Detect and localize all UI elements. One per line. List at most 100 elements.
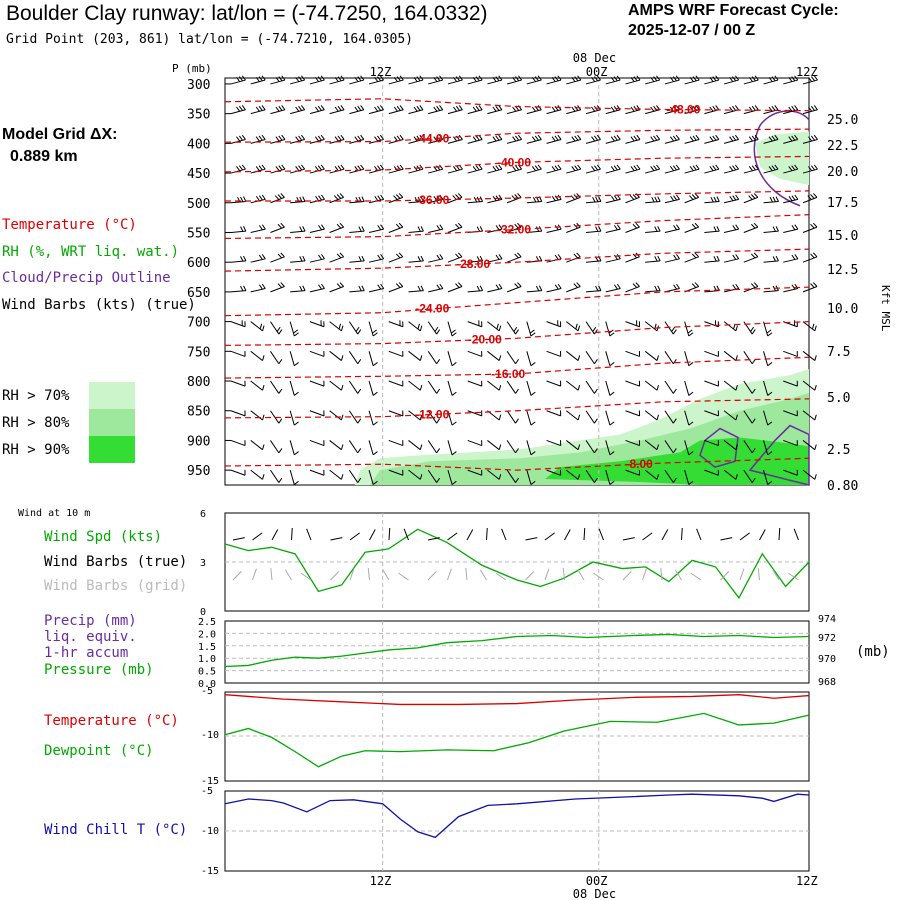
- wind-barb-flag: [657, 226, 661, 232]
- wind-barb-flag: [814, 474, 817, 480]
- wind-barb-flag: [515, 165, 520, 171]
- isotherm-line: [224, 128, 810, 143]
- pressure-tick-label: 500: [187, 197, 210, 212]
- surface-wind-barb: [793, 528, 799, 541]
- wind-barb: [230, 168, 246, 174]
- wind-barb-flag: [261, 164, 266, 170]
- wind-barb-flag: [557, 164, 562, 170]
- wind-barb-flag: [379, 164, 384, 170]
- wind-barb: [309, 350, 325, 357]
- wind-barb: [802, 138, 818, 144]
- wind-barb: [388, 256, 403, 263]
- wind-barb-flag: [414, 196, 418, 203]
- wind-barb-flag: [538, 226, 543, 232]
- wind-barb-flag: [357, 329, 362, 335]
- wind-barb-flag: [691, 194, 697, 199]
- wind-barb-flag: [732, 135, 737, 141]
- wind-barb-flag: [692, 76, 697, 82]
- wind-barb: [388, 196, 403, 204]
- wind-barb-flag: [592, 196, 596, 203]
- wind-barb-flag: [635, 282, 640, 287]
- wind-barb-flag: [735, 474, 738, 480]
- wind-barb: [704, 290, 720, 293]
- pressure-tick-label: 550: [187, 226, 210, 241]
- wind-barb-flag: [673, 195, 678, 201]
- wind-barb-flag: [451, 421, 457, 426]
- wind-barb-flag: [498, 384, 502, 391]
- model-grid-value: 0.889 km: [10, 148, 78, 165]
- wind-barb-flag: [377, 254, 382, 260]
- wind-barb: [487, 440, 500, 451]
- surface-grid-barb: [427, 571, 437, 581]
- wind-barb-flag: [629, 195, 635, 200]
- wind-barb: [585, 260, 602, 263]
- wind-barb-flag: [317, 135, 322, 141]
- wind-barb-flag: [574, 76, 579, 82]
- wind-barb-flag: [748, 166, 753, 172]
- wind-barb-flag: [632, 283, 638, 288]
- wind-barb-flag: [433, 166, 438, 172]
- wind-barb-flag: [436, 76, 441, 82]
- wind-barb: [270, 79, 286, 85]
- wind-barb-flag: [298, 165, 303, 171]
- wind-barb: [802, 469, 816, 480]
- wind-barb: [802, 286, 818, 293]
- wind-barb-flag: [360, 134, 365, 140]
- dewpoint-line: [224, 712, 810, 768]
- wind-barb-flag: [692, 135, 697, 141]
- wind-barb-flag: [669, 106, 675, 112]
- wind-barb-flag: [278, 418, 283, 424]
- wind-barb-flag: [515, 359, 519, 365]
- wind-barb-flag: [613, 76, 618, 82]
- wind-barb: [704, 138, 719, 144]
- wind-barb-flag: [498, 283, 503, 289]
- wind-barb-flag: [275, 136, 280, 142]
- wind-barb: [487, 198, 503, 204]
- wind-barb-flag: [768, 106, 773, 112]
- wind-barb: [605, 380, 611, 396]
- isotherm-line: [225, 190, 810, 202]
- surface-wind-barb: [681, 527, 683, 541]
- legend-rh80: RH > 80%: [2, 415, 70, 431]
- wind-barb: [723, 440, 737, 451]
- wind-barb-flag: [515, 135, 520, 141]
- wind-barb-flag: [530, 480, 536, 485]
- wind-barb-flag: [675, 164, 680, 170]
- wind-barb: [230, 290, 246, 293]
- wind-barb-flag: [598, 196, 602, 202]
- wind-barb: [309, 439, 325, 447]
- surface-grid-barb: [330, 571, 340, 581]
- wind-barb-flag: [281, 164, 286, 170]
- wind-barb-flag: [339, 193, 344, 198]
- wind-barb-flag: [476, 285, 481, 292]
- wind-barb-flag: [734, 164, 739, 170]
- wind-barb-flag: [754, 105, 759, 111]
- wind-barb-flag: [498, 105, 503, 111]
- wind-barb-flag: [372, 332, 378, 337]
- wind-barb: [487, 288, 503, 293]
- wind-barb-flag: [498, 194, 503, 200]
- wind-barb: [704, 380, 719, 387]
- surface-wind-barb: [447, 532, 458, 541]
- wind-barb: [270, 440, 280, 454]
- wind-barb-flag: [767, 391, 773, 396]
- wind-barb: [763, 380, 769, 396]
- wind-barb-flag: [262, 414, 265, 421]
- surface-grid-barb: [739, 568, 745, 581]
- wind-barb-flag: [751, 283, 756, 288]
- wind-barb-flag: [791, 225, 796, 231]
- surface-wind-barb: [739, 532, 750, 541]
- wind-barb-flag: [748, 195, 753, 200]
- wind-barb-flag: [694, 193, 700, 198]
- wind-barb-flag: [318, 284, 322, 290]
- surface-wind-barb: [232, 537, 245, 541]
- surface-grid-barb: [788, 572, 799, 581]
- wind-barb: [250, 258, 266, 263]
- wind-barb-flag: [715, 164, 720, 170]
- wind-barb-flag: [453, 106, 458, 112]
- wind-barb: [585, 440, 595, 454]
- wind-barb-flag: [767, 332, 773, 337]
- wind-barb-flag: [577, 355, 581, 361]
- wind-barb: [802, 380, 816, 391]
- wind-barb-flag: [771, 135, 776, 141]
